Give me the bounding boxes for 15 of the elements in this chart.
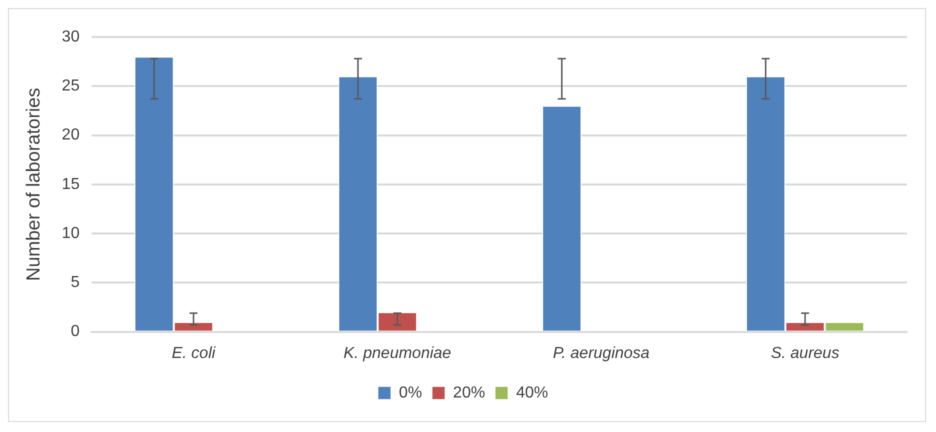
- x-tick-label: S. aureus: [770, 344, 840, 362]
- x-tick-label: K. pneumoniae: [344, 344, 452, 362]
- legend-label: 0%: [398, 384, 422, 402]
- x-tick-label: P. aeruginosa: [552, 344, 650, 362]
- y-tick-label: 0: [70, 323, 80, 340]
- y-tick-label: 30: [62, 28, 80, 46]
- y-tick-label: 15: [62, 176, 80, 193]
- legend-label: 40%: [516, 384, 548, 402]
- y-tick-label: 25: [62, 78, 80, 95]
- legend-label: 20%: [453, 384, 486, 402]
- y-axis-title: Number of laboratories: [24, 88, 45, 282]
- y-tick-label: 5: [70, 274, 80, 292]
- y-tick-label: 20: [62, 126, 80, 144]
- x-tick-label: E. coli: [172, 344, 216, 362]
- y-tick-label: 10: [62, 224, 80, 242]
